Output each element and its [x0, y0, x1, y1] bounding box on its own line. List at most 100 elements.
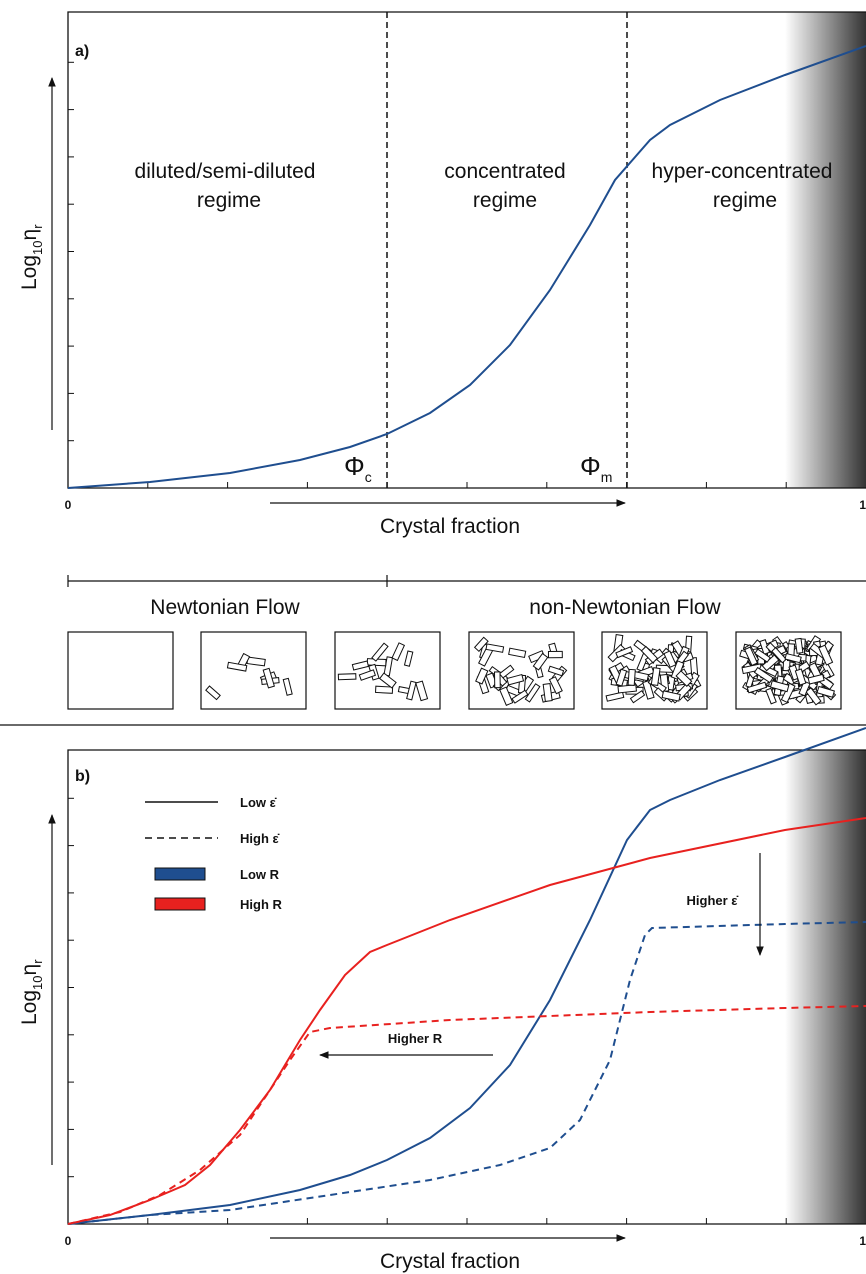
symbol: Φ: [580, 451, 601, 481]
crystal: [485, 643, 505, 653]
crystal: [754, 648, 771, 663]
crystal: [818, 644, 834, 666]
crystal: [617, 684, 637, 694]
crystal: [205, 685, 221, 701]
crystal: [675, 670, 693, 687]
subscript: 10: [30, 240, 45, 254]
crystal: [798, 680, 811, 697]
crystal: [744, 646, 759, 667]
crystal: [794, 637, 804, 654]
regime-label: regime: [197, 189, 261, 212]
crystal: [548, 676, 563, 695]
ticks: [68, 797, 787, 1224]
curve: [67, 1005, 866, 1225]
crystal: [661, 690, 681, 702]
crystal: [337, 673, 357, 681]
crystal: [640, 645, 659, 664]
crystal: [663, 650, 677, 668]
crystal: [262, 667, 275, 689]
crystal: [403, 650, 414, 667]
crystal: [406, 680, 417, 701]
panel-label: b): [75, 768, 90, 785]
crystal: [816, 685, 835, 698]
text: Log: [18, 990, 41, 1025]
symbol: η: [18, 229, 41, 241]
x-start: 0: [65, 498, 72, 512]
crystal: [493, 671, 501, 689]
subscript: r: [30, 224, 45, 229]
crystal: [547, 665, 565, 677]
crystal: [542, 683, 553, 702]
subscript: r: [30, 959, 45, 964]
flow-label: non-Newtonian Flow: [529, 596, 721, 619]
legend-label: Low ε̇: [240, 795, 277, 810]
symbol: Φ: [344, 451, 365, 481]
crystal: [769, 680, 790, 693]
curve: [67, 45, 866, 489]
legend-label: High R: [240, 897, 282, 912]
crystal: [771, 647, 787, 664]
flow-label: Newtonian Flow: [150, 596, 300, 619]
crystal: [415, 680, 429, 702]
regime-label: diluted/semi-diluted: [135, 160, 316, 183]
symbol: η: [18, 964, 41, 976]
crystal: [499, 686, 514, 706]
crystal: [358, 669, 376, 681]
crystal: [351, 660, 370, 671]
subscript: c: [365, 469, 372, 485]
crystal: [746, 681, 768, 694]
crystal: [532, 652, 549, 671]
legend-swatch: [154, 867, 206, 881]
crystal: [226, 661, 248, 672]
frame: [67, 749, 866, 1225]
curve: [67, 727, 866, 1225]
legend-label: High ε̇: [240, 831, 280, 846]
crystal: [805, 687, 822, 706]
crystal: [615, 668, 628, 687]
crystal: [547, 650, 563, 659]
text: Log: [18, 255, 41, 290]
crystal: [765, 687, 777, 705]
crystal: [642, 680, 655, 700]
crystal: [391, 642, 406, 662]
crystal: [375, 685, 394, 694]
panel-label: a): [75, 43, 89, 60]
curve: [67, 921, 866, 1225]
crystal: [784, 652, 802, 664]
frame: [67, 11, 866, 489]
crystal: [511, 689, 529, 704]
shade: [785, 750, 866, 1224]
y-axis-label: Log10ηr: [18, 959, 45, 1025]
legend-swatch: [154, 897, 206, 911]
shade: [785, 12, 866, 488]
crystal: [508, 647, 527, 659]
annotation: Higher R: [388, 1031, 443, 1046]
crystal: [475, 667, 489, 685]
crystal: [282, 677, 293, 696]
x-end: 1: [859, 498, 866, 512]
regime-label: concentrated: [444, 160, 565, 183]
crystal: [473, 636, 489, 653]
crystal: [371, 642, 389, 662]
x-axis-label: Crystal fraction: [380, 1250, 520, 1273]
legend-label: Low R: [240, 867, 280, 882]
annotation: Higher ε̇: [687, 893, 739, 908]
box: [67, 631, 174, 710]
regime-label: hyper-concentrated: [652, 160, 833, 183]
crystal: [807, 673, 825, 685]
crystal: [524, 683, 541, 703]
y-axis-label: Log10ηr: [18, 224, 45, 290]
x-end: 1: [859, 1234, 866, 1248]
subscript: 10: [30, 975, 45, 989]
crystal: [629, 690, 646, 704]
curve: [67, 817, 866, 1225]
crystal-boxes: [67, 631, 842, 710]
crystal: [379, 672, 397, 689]
phi-c: Φc: [344, 451, 372, 485]
ticks: [68, 61, 787, 488]
x-axis-label: Crystal fraction: [380, 515, 520, 538]
crystal: [753, 666, 774, 684]
x-start: 0: [65, 1234, 72, 1248]
phi-m: Φm: [580, 451, 612, 485]
